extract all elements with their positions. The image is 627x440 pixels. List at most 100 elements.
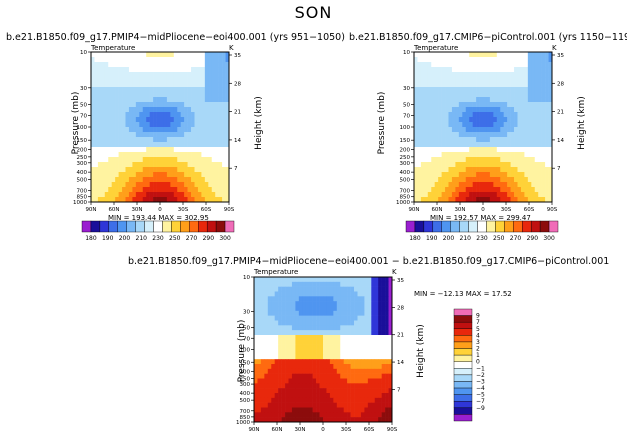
- field-cell: [448, 127, 453, 133]
- field-cell: [319, 412, 324, 418]
- field-cell: [94, 142, 99, 148]
- field-cell: [208, 112, 213, 118]
- field-cell: [302, 281, 307, 287]
- field-cell: [465, 122, 470, 128]
- field-cell: [204, 142, 209, 148]
- field-cell: [211, 72, 216, 78]
- field-cell: [278, 301, 282, 307]
- field-cell: [135, 102, 140, 108]
- field-cell: [388, 306, 393, 312]
- colorbar-2-swatch: [513, 220, 523, 233]
- field-cell: [420, 92, 425, 98]
- field-cell: [489, 72, 494, 78]
- field-cell: [187, 122, 192, 128]
- field-cell: [180, 87, 185, 93]
- field-cell: [354, 359, 358, 365]
- field-cell: [288, 286, 293, 292]
- field-cell: [483, 67, 487, 73]
- field-cell: [493, 102, 498, 108]
- field-cell: [291, 349, 296, 355]
- field-cell: [524, 97, 529, 103]
- field-cell: [91, 107, 95, 113]
- field-cell: [97, 172, 102, 178]
- colorbar-2-swatch: [539, 220, 550, 233]
- field-cell: [166, 77, 171, 83]
- field-cell: [160, 67, 164, 73]
- field-cell: [309, 315, 313, 321]
- field-cell: [486, 172, 491, 178]
- field-cell: [156, 137, 161, 143]
- field-cell: [177, 142, 181, 148]
- field-cell: [451, 177, 456, 183]
- field-cell: [507, 102, 511, 108]
- field-cell: [115, 87, 119, 93]
- field-cell: [479, 72, 484, 78]
- field-cell: [486, 167, 491, 173]
- field-cell: [357, 378, 362, 384]
- field-cell: [354, 291, 358, 297]
- field-cell: [431, 197, 435, 203]
- field-cell: [139, 157, 144, 163]
- field-cell: [323, 335, 327, 341]
- field-cell: [448, 182, 453, 188]
- field-cell: [163, 122, 168, 128]
- field-cell: [312, 354, 317, 360]
- field-cell: [295, 359, 300, 365]
- colorbar-2-swatch: [522, 220, 532, 233]
- field-cell: [483, 87, 487, 93]
- field-cell: [503, 72, 508, 78]
- field-cell: [122, 82, 126, 88]
- field-cell: [417, 67, 422, 73]
- field-cell: [166, 117, 171, 123]
- field-cell: [510, 142, 515, 148]
- field-cell: [288, 301, 293, 307]
- panel-2-variable: Temperature: [414, 44, 459, 52]
- field-cell: [271, 277, 275, 283]
- field-cell: [545, 107, 549, 113]
- field-cell: [135, 107, 140, 113]
- field-cell: [469, 137, 473, 143]
- colorbar-3-label: −7: [476, 398, 485, 405]
- field-cell: [465, 57, 470, 63]
- field-cell: [479, 122, 484, 128]
- field-cell: [274, 281, 279, 287]
- field-cell: [257, 412, 262, 418]
- field-cell: [538, 117, 542, 123]
- field-cell: [371, 412, 376, 418]
- field-cell: [385, 335, 389, 341]
- field-cell: [170, 137, 175, 143]
- field-cell: [97, 152, 102, 158]
- field-cell: [312, 310, 317, 316]
- field-cell: [187, 102, 192, 108]
- field-cell: [479, 157, 484, 163]
- field-cell: [139, 152, 144, 158]
- field-cell: [326, 281, 331, 287]
- field-cell: [385, 368, 389, 374]
- field-cell: [160, 152, 164, 158]
- field-cell: [451, 132, 456, 138]
- field-cell: [305, 296, 310, 302]
- field-cell: [378, 393, 382, 399]
- field-cell: [139, 142, 144, 148]
- field-cell: [360, 339, 365, 345]
- colorbar-3-label: −5: [476, 392, 485, 399]
- field-cell: [374, 339, 379, 345]
- field-cell: [264, 407, 269, 413]
- field-cell: [187, 152, 192, 158]
- field-cell: [448, 107, 453, 113]
- field-cell: [302, 397, 307, 403]
- field-cell: [451, 137, 456, 143]
- field-cell: [225, 177, 230, 183]
- colorbar-2-swatch: [495, 220, 505, 233]
- field-cell: [257, 291, 262, 297]
- field-cell: [329, 397, 334, 403]
- field-cell: [101, 132, 106, 138]
- field-cell: [458, 92, 463, 98]
- field-cell: [191, 167, 195, 173]
- field-cell: [267, 364, 272, 370]
- field-cell: [288, 412, 293, 418]
- field-cell: [264, 281, 269, 287]
- field-cell: [91, 177, 95, 183]
- field-cell: [211, 167, 216, 173]
- field-cell: [541, 162, 546, 168]
